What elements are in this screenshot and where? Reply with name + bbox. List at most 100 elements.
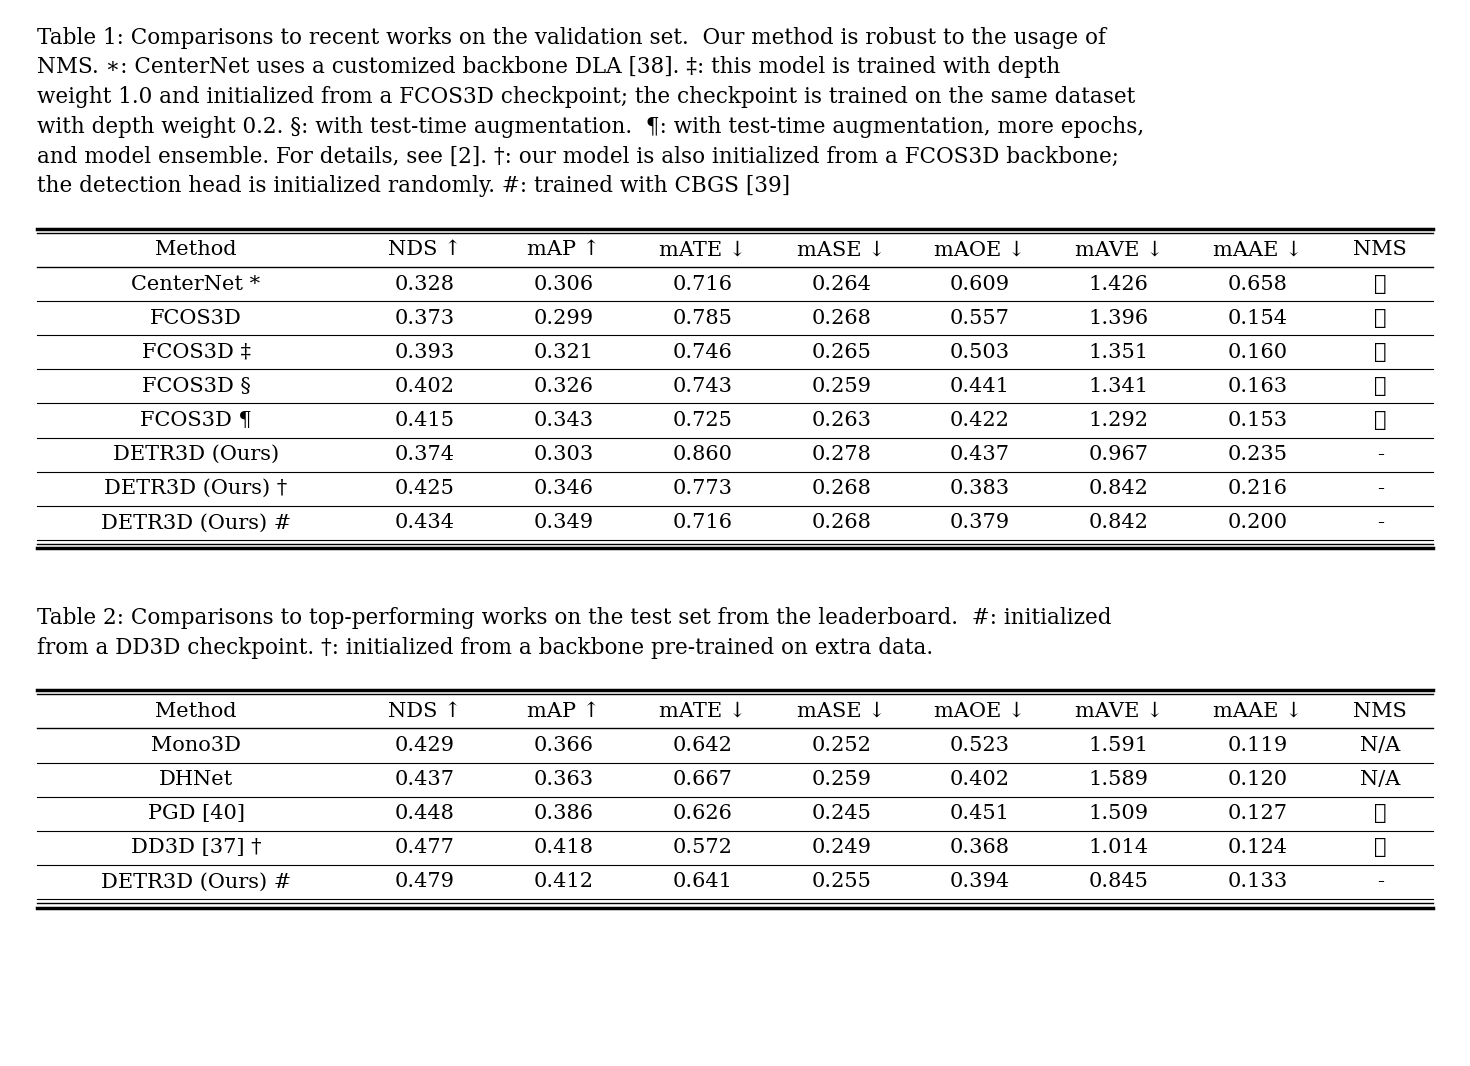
Text: 0.363: 0.363	[534, 770, 594, 789]
Text: 0.245: 0.245	[811, 804, 872, 823]
Text: and model ensemble. For details, see [2]. †: our model is also initialized from : and model ensemble. For details, see [2]…	[37, 145, 1119, 167]
Text: 0.252: 0.252	[811, 736, 872, 755]
Text: ✓: ✓	[1374, 343, 1386, 361]
Text: 0.667: 0.667	[672, 770, 732, 789]
Text: 0.842: 0.842	[1089, 514, 1148, 532]
Text: 0.321: 0.321	[534, 343, 594, 361]
Text: 0.845: 0.845	[1089, 872, 1148, 891]
Text: N/A: N/A	[1360, 770, 1401, 789]
Text: 0.402: 0.402	[394, 377, 454, 395]
Text: 0.349: 0.349	[534, 514, 594, 532]
Text: 0.412: 0.412	[534, 872, 594, 891]
Text: 0.437: 0.437	[394, 770, 454, 789]
Text: 0.967: 0.967	[1089, 446, 1150, 464]
Text: 0.477: 0.477	[395, 838, 454, 857]
Text: mAAE ↓: mAAE ↓	[1213, 701, 1302, 721]
Text: 0.785: 0.785	[672, 309, 732, 327]
Text: 0.259: 0.259	[811, 770, 872, 789]
Text: 0.127: 0.127	[1227, 804, 1288, 823]
Text: 0.343: 0.343	[534, 411, 594, 430]
Text: -: -	[1377, 480, 1383, 498]
Text: with depth weight 0.2. §: with test-time augmentation.  ¶: with test-time augmen: with depth weight 0.2. §: with test-time…	[37, 116, 1144, 138]
Text: 0.479: 0.479	[394, 872, 454, 891]
Text: 0.773: 0.773	[672, 480, 732, 498]
Text: Method: Method	[156, 701, 237, 721]
Text: FCOS3D ‡: FCOS3D ‡	[141, 343, 250, 361]
Text: DD3D [37] †: DD3D [37] †	[131, 838, 262, 857]
Text: DETR3D (Ours) #: DETR3D (Ours) #	[101, 872, 291, 891]
Text: 0.725: 0.725	[672, 411, 732, 430]
Text: 0.441: 0.441	[950, 377, 1010, 395]
Text: mAVE ↓: mAVE ↓	[1075, 241, 1163, 259]
Text: 0.366: 0.366	[534, 736, 594, 755]
Text: 1.351: 1.351	[1089, 343, 1150, 361]
Text: from a DD3D checkpoint. †: initialized from a backbone pre-trained on extra data: from a DD3D checkpoint. †: initialized f…	[37, 636, 933, 659]
Text: ✓: ✓	[1374, 275, 1386, 293]
Text: DETR3D (Ours): DETR3D (Ours)	[113, 446, 279, 464]
Text: 0.374: 0.374	[394, 446, 454, 464]
Text: -: -	[1377, 446, 1383, 464]
Text: DETR3D (Ours) †: DETR3D (Ours) †	[104, 480, 288, 498]
Text: 0.448: 0.448	[395, 804, 454, 823]
Text: 0.523: 0.523	[950, 736, 1010, 755]
Text: 0.626: 0.626	[672, 804, 732, 823]
Text: 0.306: 0.306	[534, 275, 594, 293]
Text: 0.278: 0.278	[811, 446, 872, 464]
Text: 0.263: 0.263	[811, 411, 872, 430]
Text: 0.503: 0.503	[950, 343, 1010, 361]
Text: 0.119: 0.119	[1227, 736, 1288, 755]
Text: mAOE ↓: mAOE ↓	[935, 701, 1026, 721]
Text: 1.292: 1.292	[1089, 411, 1150, 430]
Text: 0.860: 0.860	[672, 446, 732, 464]
Text: 0.153: 0.153	[1227, 411, 1288, 430]
Text: 0.346: 0.346	[534, 480, 594, 498]
Text: 0.200: 0.200	[1227, 514, 1288, 532]
Text: 0.255: 0.255	[811, 872, 872, 891]
Text: Method: Method	[156, 241, 237, 259]
Text: 0.299: 0.299	[534, 309, 594, 327]
Text: 0.393: 0.393	[394, 343, 454, 361]
Text: 0.609: 0.609	[950, 275, 1010, 293]
Text: 0.265: 0.265	[811, 343, 872, 361]
Text: 0.268: 0.268	[811, 480, 872, 498]
Text: 0.368: 0.368	[950, 838, 1010, 857]
Text: N/A: N/A	[1360, 736, 1401, 755]
Text: ✓: ✓	[1374, 411, 1386, 430]
Text: ✓: ✓	[1374, 838, 1386, 857]
Text: 0.437: 0.437	[950, 446, 1010, 464]
Text: -: -	[1377, 872, 1383, 891]
Text: 0.641: 0.641	[672, 872, 732, 891]
Text: ✓: ✓	[1374, 804, 1386, 823]
Text: 0.235: 0.235	[1227, 446, 1288, 464]
Text: NDS ↑: NDS ↑	[388, 701, 462, 721]
Text: the detection head is initialized randomly. #: trained with CBGS [39]: the detection head is initialized random…	[37, 175, 789, 197]
Text: 0.842: 0.842	[1089, 480, 1148, 498]
Text: 1.426: 1.426	[1089, 275, 1148, 293]
Text: 0.268: 0.268	[811, 309, 872, 327]
Text: mAOE ↓: mAOE ↓	[935, 241, 1026, 259]
Text: 0.268: 0.268	[811, 514, 872, 532]
Text: 0.743: 0.743	[672, 377, 732, 395]
Text: DHNet: DHNet	[159, 770, 234, 789]
Text: 0.429: 0.429	[394, 736, 454, 755]
Text: 0.383: 0.383	[950, 480, 1010, 498]
Text: NMS: NMS	[1354, 241, 1407, 259]
Text: 0.451: 0.451	[950, 804, 1010, 823]
Text: NMS. ∗: CenterNet uses a customized backbone DLA [38]. ‡: this model is trained : NMS. ∗: CenterNet uses a customized back…	[37, 56, 1060, 79]
Text: 0.133: 0.133	[1227, 872, 1288, 891]
Text: 0.418: 0.418	[534, 838, 594, 857]
Text: NDS ↑: NDS ↑	[388, 241, 462, 259]
Text: 0.163: 0.163	[1227, 377, 1288, 395]
Text: 0.386: 0.386	[534, 804, 594, 823]
Text: -: -	[1377, 514, 1383, 532]
Text: mAVE ↓: mAVE ↓	[1075, 701, 1163, 721]
Text: DETR3D (Ours) #: DETR3D (Ours) #	[101, 514, 291, 532]
Text: 0.746: 0.746	[672, 343, 732, 361]
Text: mASE ↓: mASE ↓	[797, 701, 885, 721]
Text: 0.642: 0.642	[672, 736, 732, 755]
Text: 1.509: 1.509	[1089, 804, 1150, 823]
Text: 0.572: 0.572	[672, 838, 732, 857]
Text: mAAE ↓: mAAE ↓	[1213, 241, 1302, 259]
Text: 0.160: 0.160	[1227, 343, 1288, 361]
Text: FCOS3D §: FCOS3D §	[141, 377, 250, 395]
